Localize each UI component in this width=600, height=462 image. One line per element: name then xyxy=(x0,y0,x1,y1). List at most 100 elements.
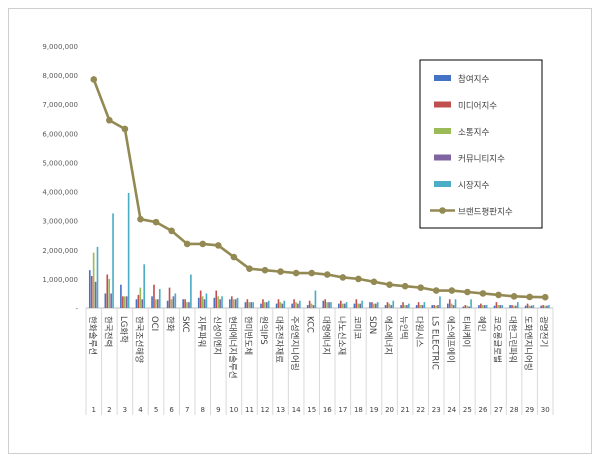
rank-label: 4 xyxy=(138,406,143,414)
bar-1 xyxy=(120,284,122,308)
bar-3 xyxy=(310,303,313,308)
bar-5 xyxy=(361,300,363,308)
bar-5 xyxy=(408,303,410,308)
legend-label: 참여지수 xyxy=(458,74,489,85)
brand-index-point xyxy=(448,287,456,294)
brand-index-point xyxy=(541,293,549,301)
bar-5 xyxy=(345,302,348,308)
y-tick-label: 4,000,000 xyxy=(42,189,78,197)
bar-4 xyxy=(281,303,284,308)
brand-index-point xyxy=(323,271,331,278)
category-label: 혜인 xyxy=(476,316,487,332)
bar-1 xyxy=(166,300,169,308)
bar-4 xyxy=(328,302,330,308)
y-tick-label: 1,000,000 xyxy=(42,276,78,284)
bar-3 xyxy=(357,303,360,308)
category-label: SKC xyxy=(180,316,190,333)
bar-5 xyxy=(501,305,504,308)
category-label: OCI xyxy=(149,316,159,331)
legend-swatch xyxy=(434,75,451,81)
legend-label: 커뮤니티지수 xyxy=(458,154,505,165)
bar-3 xyxy=(404,305,406,308)
rank-label: 12 xyxy=(261,406,270,414)
bar-2 xyxy=(355,299,358,308)
bar-1 xyxy=(369,302,371,308)
bar-3 xyxy=(528,305,531,308)
bar-3 xyxy=(123,296,126,308)
bar-1 xyxy=(182,299,184,308)
brand-index-point xyxy=(308,269,316,277)
rank-label: 29 xyxy=(525,406,534,414)
y-tick-label: 2,000,000 xyxy=(42,247,78,255)
bar-2 xyxy=(262,299,264,308)
category-label: 광명전기 xyxy=(538,316,549,347)
bar-2 xyxy=(495,302,498,308)
legend-swatch xyxy=(434,101,451,108)
brand-index-point xyxy=(339,274,347,281)
category-label: 한화솔루션 xyxy=(87,316,98,355)
rank-label: 23 xyxy=(432,406,441,414)
rank-label: 27 xyxy=(494,406,503,414)
bar-3 xyxy=(248,302,251,308)
bar-1 xyxy=(415,305,418,308)
legend-swatch xyxy=(434,181,451,187)
x-axis-labels: 한화솔루션 1 한국전력 2 LG화학 3 한국조선해양 4 OCI 5 한화 6 SKC 7 지투파워 8 신… xyxy=(87,316,550,414)
bar-3 xyxy=(92,252,95,308)
rank-label: 20 xyxy=(385,406,394,414)
bar-4 xyxy=(406,305,408,308)
bar-1 xyxy=(306,305,309,308)
bar-3 xyxy=(466,305,469,308)
bar-5 xyxy=(454,299,457,308)
bar-2 xyxy=(184,299,186,308)
rank-label: 26 xyxy=(478,406,487,414)
category-label: 코미코 xyxy=(351,316,361,340)
bar-5 xyxy=(330,302,332,308)
bar-5 xyxy=(439,296,441,308)
bar-5 xyxy=(376,302,379,308)
category-label: 티씨케이 xyxy=(460,316,471,347)
bar-2 xyxy=(308,300,311,308)
rank-label: 7 xyxy=(185,406,189,414)
bar-1 xyxy=(400,305,402,308)
rank-label: 5 xyxy=(154,406,158,414)
category-label: 코오롱글로벌 xyxy=(492,316,503,363)
rank-label: 8 xyxy=(201,406,205,414)
bar-5 xyxy=(532,305,535,308)
brand-index-point xyxy=(137,215,144,223)
rank-label: 6 xyxy=(169,406,174,414)
brand-index-point xyxy=(370,278,378,286)
bar-2 xyxy=(199,290,202,308)
bar-1 xyxy=(509,305,511,308)
bar-5 xyxy=(516,302,519,308)
bar-2 xyxy=(511,305,513,308)
bar-4 xyxy=(188,302,190,308)
brand-index-point xyxy=(230,253,238,261)
category-label: 원익IPS xyxy=(258,316,269,345)
category-label: 나노신소재 xyxy=(336,316,346,355)
rank-label: 24 xyxy=(447,406,456,414)
rank-label: 3 xyxy=(123,406,127,414)
bar-3 xyxy=(170,299,173,308)
category-label: 한화 xyxy=(165,316,175,332)
rank-label: 11 xyxy=(245,406,254,414)
brand-index-point xyxy=(495,291,502,299)
bar-5 xyxy=(392,300,395,308)
category-label: 현대에너지솔루션 xyxy=(227,316,238,379)
bar-2 xyxy=(526,303,529,308)
bar-1 xyxy=(151,296,153,308)
rank-label: 19 xyxy=(370,406,379,414)
bar-4 xyxy=(234,299,237,308)
bar-3 xyxy=(497,305,500,308)
bar-4 xyxy=(297,303,299,308)
bar-3 xyxy=(419,305,422,308)
bar-1 xyxy=(135,299,138,308)
rank-label: 22 xyxy=(416,406,425,414)
bar-1 xyxy=(431,305,434,308)
category-label: 에스에프에이 xyxy=(445,316,456,363)
category-label: LS ELECTRIC xyxy=(429,316,439,370)
bar-2 xyxy=(106,274,109,308)
bar-1 xyxy=(88,270,91,308)
bar-3 xyxy=(481,305,484,308)
